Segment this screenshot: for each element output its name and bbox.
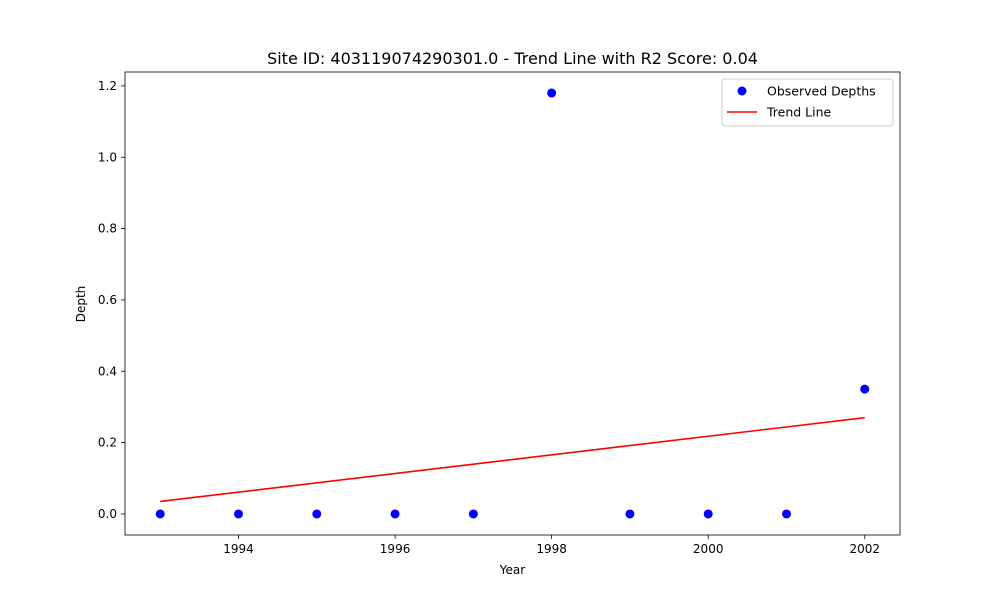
data-layer: [155, 88, 870, 519]
observed-depth-point: [703, 509, 713, 519]
x-axis-label: Year: [499, 563, 525, 577]
observed-depth-point: [155, 509, 165, 519]
legend-box: [721, 78, 894, 127]
y-tick-label: 0.6: [98, 293, 117, 307]
y-tick-label: 1.2: [98, 79, 117, 93]
trend-line: [160, 416, 865, 503]
axes-frame: [124, 71, 901, 536]
x-tick-label: 2002: [849, 542, 880, 556]
y-tick-label: 1.0: [98, 150, 117, 164]
observed-depth-point: [468, 509, 478, 519]
observed-depth-point: [390, 509, 400, 519]
y-tick-label: 0.2: [98, 436, 117, 450]
y-tick-label: 0.4: [98, 364, 117, 378]
observed-depth-point: [234, 509, 244, 519]
x-tick-label: 1994: [223, 542, 254, 556]
y-axis-label: Depth: [74, 286, 88, 323]
x-tick-label: 2000: [693, 542, 724, 556]
legend-marker-observed-depths: [737, 86, 747, 96]
legend: Observed Depths Trend Line: [721, 78, 894, 127]
y-tick-label: 0.8: [98, 222, 117, 236]
x-tick-label: 1996: [380, 542, 411, 556]
observed-depth-point: [860, 384, 870, 394]
observed-depth-point: [312, 509, 322, 519]
x-tick-label: 1998: [536, 542, 567, 556]
observed-depth-point: [781, 509, 791, 519]
plot-area: 1994 1996 1998 2000 2002 0.0 0.2 0.4 0.6 0.8 1.0 1.…: [98, 71, 901, 556]
legend-label: Observed Depths: [767, 84, 876, 99]
y-tick-label: 0.0: [98, 507, 117, 521]
observed-depth-point: [547, 88, 557, 98]
legend-label: Trend Line: [766, 105, 832, 120]
chart-title: Site ID: 403119074290301.0 - Trend Line …: [267, 49, 758, 68]
observed-depth-point: [625, 509, 635, 519]
